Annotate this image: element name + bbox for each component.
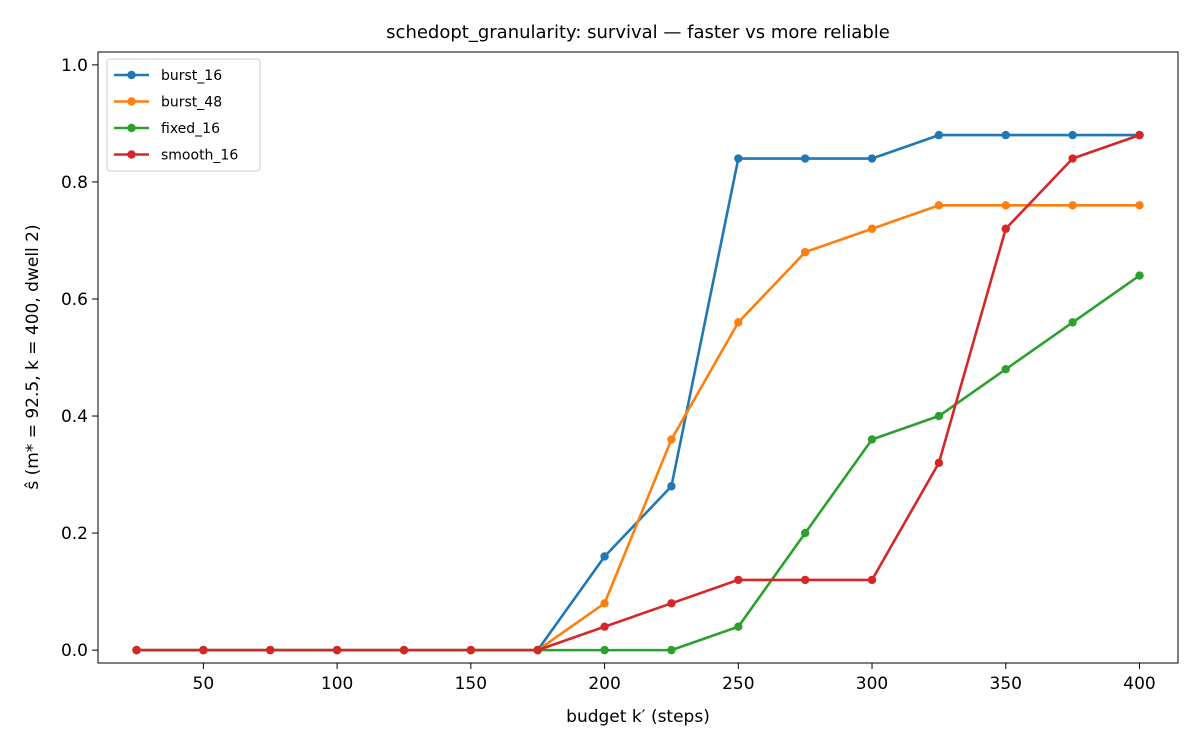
y-tick-label: 0.4 bbox=[61, 407, 88, 427]
y-tick-label: 0.0 bbox=[61, 641, 88, 661]
data-point-fixed_16 bbox=[1135, 271, 1144, 280]
y-axis-label: ŝ (m* = 92.5, k = 400, dwell 2) bbox=[23, 224, 43, 489]
legend: burst_16 burst_48 fixed_16 smooth_16 bbox=[106, 58, 261, 172]
data-point-smooth_16 bbox=[399, 645, 409, 655]
data-point-fixed_16 bbox=[600, 645, 609, 655]
data-point-smooth_16 bbox=[332, 645, 342, 655]
y-tick-label: 0.8 bbox=[61, 173, 88, 193]
data-point-burst_16 bbox=[600, 552, 609, 561]
series-line-smooth_16 bbox=[135, 133, 1141, 652]
data-point-fixed_16 bbox=[667, 645, 676, 655]
legend-box bbox=[106, 58, 261, 172]
data-point-fixed_16 bbox=[800, 528, 810, 538]
data-point-burst_16 bbox=[1001, 130, 1010, 140]
data-point-smooth_16 bbox=[867, 575, 877, 585]
legend-label: burst_16 bbox=[161, 68, 222, 84]
data-point-smooth_16 bbox=[934, 458, 944, 468]
x-tick-label: 400 bbox=[1123, 674, 1155, 694]
data-point-burst_16 bbox=[667, 482, 676, 491]
data-point-smooth_16 bbox=[1068, 154, 1077, 163]
x-tick-label: 100 bbox=[321, 674, 353, 694]
series-smooth_16 bbox=[132, 130, 1144, 655]
data-point-burst_16 bbox=[1068, 130, 1077, 140]
data-point-burst_48 bbox=[1001, 201, 1010, 210]
x-tick-label: 350 bbox=[990, 674, 1022, 694]
data-point-smooth_16 bbox=[533, 645, 542, 655]
legend-label: smooth_16 bbox=[161, 148, 238, 164]
legend-item-smooth_16: smooth_16 bbox=[114, 148, 238, 164]
y-tick-label: 0.6 bbox=[61, 290, 88, 310]
data-point-smooth_16 bbox=[266, 645, 275, 655]
data-point-fixed_16 bbox=[867, 435, 877, 444]
data-point-burst_48 bbox=[934, 201, 944, 210]
legend-swatch-marker bbox=[127, 123, 136, 133]
legend-item-burst_16: burst_16 bbox=[114, 68, 222, 84]
x-tick-label: 200 bbox=[588, 674, 620, 694]
legend-swatch-marker bbox=[127, 97, 136, 106]
y-tick-label: 0.2 bbox=[61, 524, 88, 544]
data-point-burst_16 bbox=[934, 130, 944, 140]
data-point-smooth_16 bbox=[667, 599, 676, 608]
data-point-fixed_16 bbox=[934, 411, 944, 421]
data-point-burst_16 bbox=[800, 154, 810, 163]
data-point-burst_48 bbox=[1068, 201, 1077, 210]
data-point-fixed_16 bbox=[1001, 365, 1010, 374]
data-point-smooth_16 bbox=[1135, 130, 1144, 140]
chart-title: schedopt_granularity: survival — faster … bbox=[386, 22, 890, 43]
x-tick-label: 300 bbox=[856, 674, 888, 694]
x-tick-label: 50 bbox=[193, 674, 215, 694]
data-point-smooth_16 bbox=[466, 645, 476, 655]
legend-label: fixed_16 bbox=[161, 121, 220, 137]
legend-label: burst_48 bbox=[161, 95, 222, 111]
data-point-smooth_16 bbox=[600, 622, 609, 631]
data-point-smooth_16 bbox=[734, 575, 743, 585]
plot-series bbox=[132, 130, 1144, 655]
x-tick-label: 150 bbox=[455, 674, 487, 694]
data-point-burst_48 bbox=[800, 247, 810, 257]
data-point-fixed_16 bbox=[734, 622, 743, 631]
data-point-smooth_16 bbox=[199, 645, 208, 655]
data-point-burst_16 bbox=[867, 154, 877, 163]
x-axis-label: budget k′ (steps) bbox=[566, 707, 710, 727]
data-point-burst_48 bbox=[1135, 201, 1144, 210]
data-point-smooth_16 bbox=[132, 645, 141, 655]
data-point-burst_48 bbox=[734, 318, 743, 327]
y-tick-label: 1.0 bbox=[61, 56, 88, 76]
x-tick-label: 250 bbox=[722, 674, 754, 694]
data-point-burst_48 bbox=[667, 435, 676, 444]
data-point-burst_16 bbox=[734, 154, 743, 163]
data-point-smooth_16 bbox=[800, 575, 810, 585]
data-point-burst_48 bbox=[867, 224, 877, 233]
data-point-smooth_16 bbox=[1001, 224, 1010, 233]
data-point-fixed_16 bbox=[1068, 318, 1077, 327]
legend-swatch-marker bbox=[127, 70, 136, 80]
legend-item-burst_48: burst_48 bbox=[114, 95, 222, 111]
data-point-burst_48 bbox=[600, 599, 609, 608]
plot-frame bbox=[97, 51, 1179, 664]
axes: 50 100 150 200 250 300 350 400 0.0 0.2 0.4 0.6 0.8 1.… bbox=[61, 56, 1156, 694]
legend-item-fixed_16: fixed_16 bbox=[114, 121, 220, 137]
legend-swatch-marker bbox=[127, 150, 136, 159]
